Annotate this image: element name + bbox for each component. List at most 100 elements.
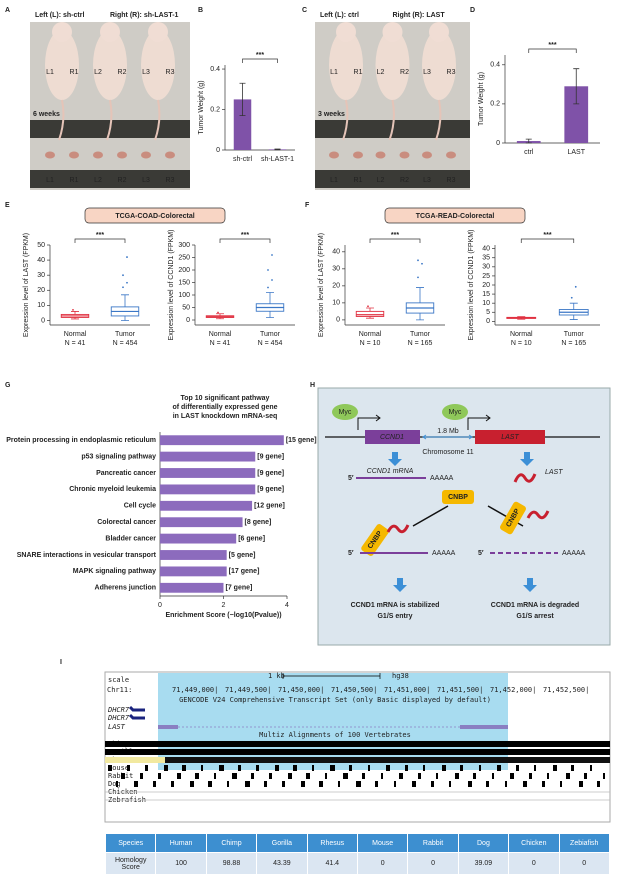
alignment-stripe xyxy=(121,773,124,779)
mouse-head xyxy=(100,22,120,42)
table-cell: 0 xyxy=(357,853,408,874)
mouse-head xyxy=(429,22,449,42)
x-tick-sublabel: N = 41 xyxy=(65,340,86,347)
cohort-box xyxy=(384,207,526,224)
y-tick-label: 150 xyxy=(178,279,190,286)
tumor-label: L1 xyxy=(330,177,338,184)
y-tick-label: 10 xyxy=(332,300,340,307)
position-label: 71,452,000| xyxy=(490,686,536,694)
y-axis-label: Tumor Weight (g) xyxy=(478,72,485,126)
alignment-stripe xyxy=(215,773,216,779)
alignment-stripe xyxy=(160,773,161,779)
alignment-stripe xyxy=(228,781,229,787)
bar xyxy=(160,484,256,495)
y-tick-label: 20 xyxy=(482,282,490,289)
photo-ruler xyxy=(30,170,190,188)
mouse-tail xyxy=(58,99,65,141)
whisker-low xyxy=(266,311,274,318)
y-tick-label: 40 xyxy=(37,257,45,264)
table-cell: Homology Score xyxy=(106,853,156,874)
x-tick-label: Normal xyxy=(64,331,87,338)
alignment-stripe xyxy=(177,773,180,779)
y-tick-label: SNARE interactions in vesicular transpor… xyxy=(17,552,157,559)
gene-count-label: [5 gene] xyxy=(229,552,256,559)
mouse xyxy=(141,30,175,100)
table-cell: Dog xyxy=(458,834,509,852)
error-bar xyxy=(525,138,532,144)
mouse-label: L3 xyxy=(142,69,150,76)
gene-label: CCND1 xyxy=(380,434,404,441)
alignment-stripe xyxy=(325,773,326,779)
mouse-label: R2 xyxy=(400,69,409,76)
tumor-label: L2 xyxy=(377,177,385,184)
alignment-stripe xyxy=(436,773,437,779)
alignment-stripe xyxy=(251,773,253,779)
y-tick-label: 0 xyxy=(216,147,220,154)
table-cell: Human xyxy=(156,834,206,852)
significance-label: *** xyxy=(96,232,104,239)
x-tick-sublabel: N = 165 xyxy=(561,340,586,347)
mouse-label: R1 xyxy=(354,69,363,76)
y-tick-label: 300 xyxy=(178,242,190,249)
y-tick-label: 0 xyxy=(486,318,490,325)
tumor-label: R2 xyxy=(400,177,409,184)
y-tick-label: 15 xyxy=(482,291,490,298)
x-tick-label: Normal xyxy=(510,331,533,338)
myc-label: Myc xyxy=(449,409,462,416)
outlier xyxy=(417,276,419,279)
whisker-high xyxy=(71,311,79,315)
tumor xyxy=(353,151,363,159)
mouse-label: L2 xyxy=(94,69,102,76)
alignment-stripe xyxy=(190,781,193,787)
table-cell: 0 xyxy=(559,853,609,874)
outcome-label: G1/S arrest xyxy=(516,613,554,620)
homology-table: Species Human Chimp Gorilla Rhesus Mouse Rabbi… xyxy=(105,833,610,875)
alignment-stripe xyxy=(597,781,599,787)
bar xyxy=(160,517,243,528)
cnbp-protein xyxy=(500,501,526,535)
error-bar xyxy=(274,148,281,151)
browser-label: 1 kb xyxy=(268,672,285,680)
bar xyxy=(160,533,237,544)
table-cell: 0 xyxy=(509,853,559,874)
y-tick-label: 30 xyxy=(482,264,490,271)
box xyxy=(355,310,385,317)
alignment-stripe xyxy=(375,781,377,787)
alignment-stripe xyxy=(257,765,258,771)
y-axis-label: Expression level of LAST (FPKM) xyxy=(23,233,30,337)
y-tick-label: 0 xyxy=(41,317,45,324)
x-tick-label: 0 xyxy=(158,602,162,609)
promoter-arrow xyxy=(467,414,491,430)
tumor xyxy=(45,151,55,159)
y-tick-label: 0 xyxy=(496,140,500,147)
x-tick-label: Tumor xyxy=(260,331,281,338)
outcome-label: CCND1 mRNA is degraded xyxy=(491,602,579,609)
alignment-stripe xyxy=(493,773,494,779)
y-tick-label: 200 xyxy=(178,267,190,274)
photo-title: Right (R): LAST xyxy=(393,12,446,19)
cnbp-protein xyxy=(361,524,389,556)
alignment-stripe xyxy=(604,773,605,779)
cohort-box xyxy=(84,207,226,224)
y-tick-label: 10 xyxy=(482,300,490,307)
significance-label: *** xyxy=(256,52,264,59)
gene-count-label: [12 gene] xyxy=(254,503,285,510)
alignment-stripe xyxy=(284,781,285,787)
gene-count-label: [8 gene] xyxy=(245,519,272,526)
outlier xyxy=(126,256,128,258)
x-tick-label: Tumor xyxy=(564,331,585,338)
alignment-stripe xyxy=(560,781,561,787)
alignment-stripe xyxy=(116,781,117,787)
alignment-stripe xyxy=(306,773,308,779)
bar xyxy=(160,566,227,577)
alignment-stripe xyxy=(424,765,425,771)
alignment-track xyxy=(105,757,610,763)
alignment-stripe xyxy=(245,781,248,787)
position-label: 71,451,500| xyxy=(437,686,483,694)
alignment-stripe xyxy=(492,773,493,779)
y-tick-label: 40 xyxy=(332,249,340,256)
alignment-stripe xyxy=(561,781,562,787)
outlier xyxy=(126,281,128,284)
alignment-stripe xyxy=(271,773,272,779)
